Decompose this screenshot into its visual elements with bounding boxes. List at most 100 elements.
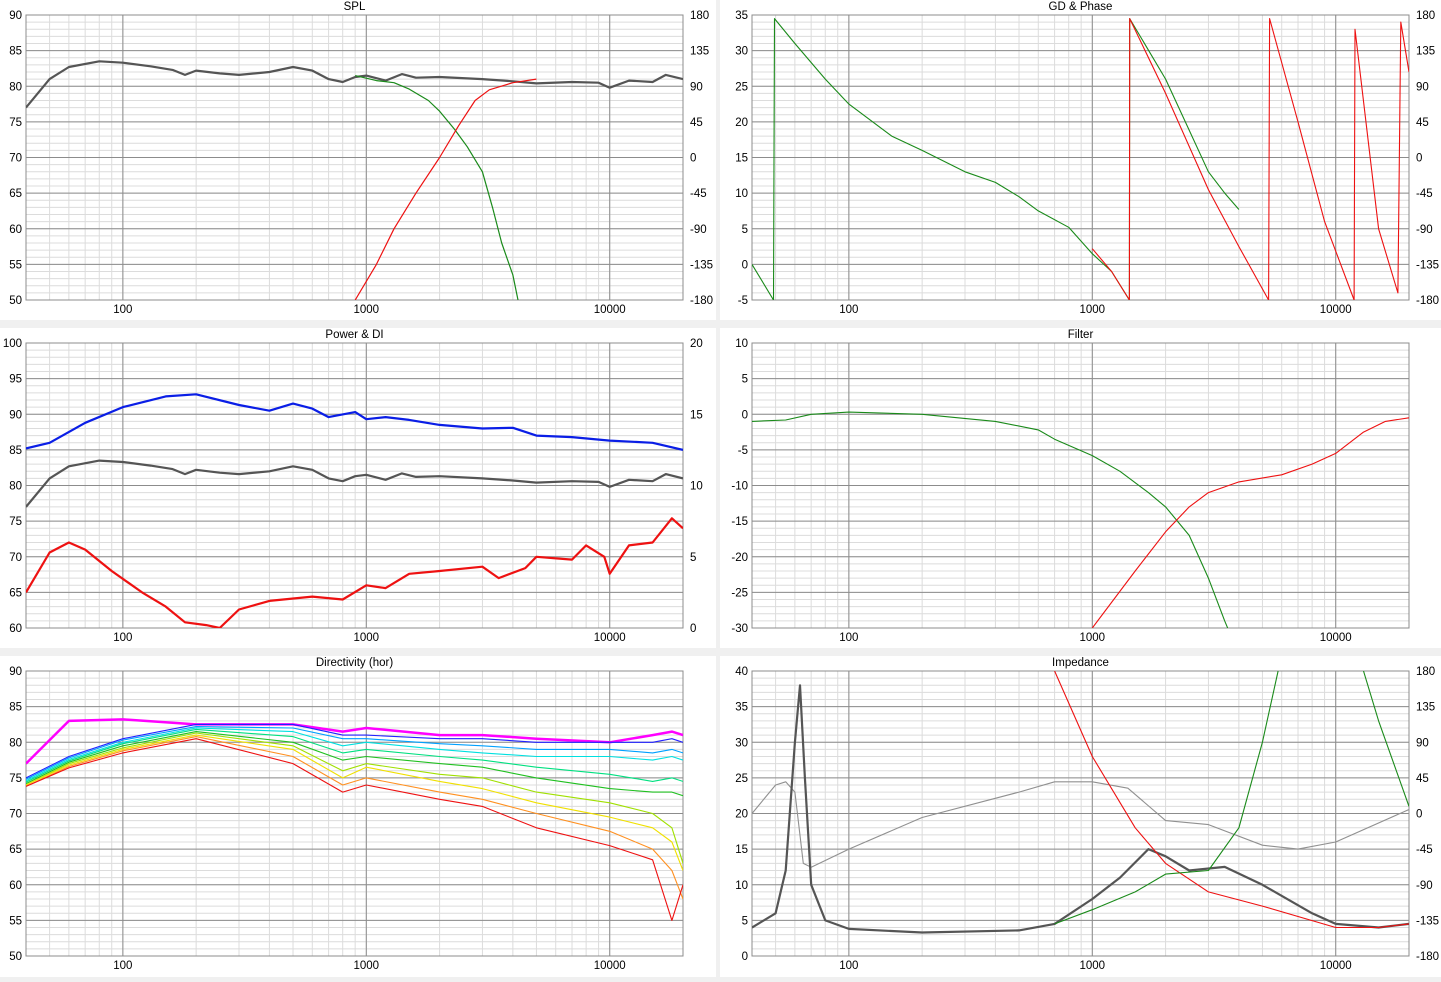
series-group	[26, 393, 683, 628]
series-group	[26, 60, 683, 300]
series-total	[26, 60, 683, 109]
panel-directivity-hor-: 50 55 60 65 70 75 80 85 90 100 1000 10000 Directivit…	[0, 656, 716, 977]
y2-tick-label: 15	[690, 409, 703, 421]
y2-tick-label: 20	[690, 338, 703, 350]
x-tick-label: 100	[113, 632, 132, 644]
y2-tick-label: -135	[690, 259, 713, 271]
series-tweeter-impedance	[1054, 671, 1409, 929]
y-tick-label: 20	[735, 809, 748, 821]
chart-title: Directivity (hor)	[316, 657, 393, 669]
panel-background	[0, 328, 716, 648]
chart-title: Power & DI	[325, 329, 383, 341]
y-tick-label: -25	[731, 587, 748, 599]
y2-tick-label: 45	[1416, 117, 1429, 129]
panel-background	[720, 0, 1441, 320]
y2-tick-label: -45	[690, 188, 707, 200]
x-tick-label: 10000	[1320, 304, 1352, 316]
series-woofer-impedance	[1054, 671, 1279, 925]
series-group-delay	[752, 18, 1240, 300]
y-tick-label: -10	[731, 481, 748, 493]
panel-filter: -30 -25 -20 -15 -10 -5 0 5 10 100 1000 10000 Filter	[720, 328, 1441, 648]
y-tick-label: 0	[742, 409, 748, 421]
y2-tick-label: 180	[690, 10, 709, 22]
x-tick-label: 1000	[1079, 960, 1105, 972]
y-tick-label: 100	[3, 338, 22, 350]
x-tick-label: 100	[839, 304, 858, 316]
series-tweeter	[354, 78, 537, 300]
series-impedance-phase	[752, 781, 1409, 868]
y-tick-label: 60	[9, 880, 22, 892]
y-tick-label: 35	[735, 702, 748, 714]
y2-tick-label: 5	[690, 552, 696, 564]
panel-background	[0, 0, 716, 320]
y-tick-label: -30	[731, 623, 748, 635]
y-tick-label: 10	[735, 338, 748, 350]
y2-tick-label: -90	[1416, 224, 1433, 236]
y-tick-label: 90	[9, 409, 22, 421]
x-tick-label: 1000	[353, 632, 379, 644]
series-90deg	[26, 738, 683, 921]
y-tick-label: 75	[9, 117, 22, 129]
y-tick-label: 5	[742, 915, 748, 927]
series-30deg	[26, 727, 683, 782]
y-tick-label: 25	[735, 773, 748, 785]
series-40deg	[26, 728, 683, 783]
x-tick-label: 100	[113, 960, 132, 972]
y-tick-label: 65	[9, 587, 22, 599]
y-tick-label: 55	[9, 259, 22, 271]
y-tick-label: 60	[9, 224, 22, 236]
y2-tick-label: 0	[690, 153, 696, 165]
y-tick-label: 0	[742, 259, 748, 271]
panel-impedance: 0 5 10 15 20 25 30 35 40 100 1000 10000 -180 -135 -90 -…	[720, 656, 1441, 977]
panel-background	[720, 328, 1441, 648]
y2-tick-label: -90	[1416, 880, 1433, 892]
y-tick-label: 80	[9, 81, 22, 93]
y-tick-label: 10	[735, 188, 748, 200]
chart-title: GD & Phase	[1049, 1, 1113, 13]
series-group	[752, 18, 1409, 300]
plot-frame	[25, 670, 684, 957]
series-woofer-impedance-hf	[1362, 671, 1409, 807]
y-tick-label: 30	[735, 46, 748, 58]
y2-tick-label: -135	[1416, 259, 1439, 271]
y-tick-label: 90	[9, 10, 22, 22]
y2-tick-label: -90	[690, 224, 707, 236]
y-tick-label: -5	[738, 445, 748, 457]
series-low-pass	[752, 411, 1229, 628]
chart-title: SPL	[344, 1, 366, 13]
x-tick-label: 10000	[1320, 632, 1352, 644]
y-tick-label: 85	[9, 702, 22, 714]
series-total	[26, 459, 683, 508]
x-tick-label: 10000	[594, 632, 626, 644]
y-tick-label: 85	[9, 445, 22, 457]
x-tick-label: 10000	[594, 304, 626, 316]
y2-tick-label: 90	[690, 81, 703, 93]
plot-frame	[751, 342, 1410, 629]
y-tick-label: 25	[735, 81, 748, 93]
y-tick-label: 50	[9, 295, 22, 307]
series-phase	[1091, 18, 1409, 300]
y-tick-label: 50	[9, 951, 22, 963]
series-high-pass	[1091, 417, 1409, 628]
y2-tick-label: -180	[1416, 295, 1439, 307]
y2-tick-label: 0	[1416, 153, 1422, 165]
y2-tick-label: 45	[690, 117, 703, 129]
series-group	[752, 671, 1409, 934]
y-tick-label: 55	[9, 915, 22, 927]
y-tick-label: 65	[9, 188, 22, 200]
y-tick-label: 75	[9, 516, 22, 528]
y-tick-label: 5	[742, 374, 748, 386]
chart-title: Filter	[1068, 329, 1094, 341]
series-0deg	[26, 718, 683, 765]
y-tick-label: 85	[9, 46, 22, 58]
y-tick-label: 20	[735, 117, 748, 129]
y2-tick-label: 90	[1416, 737, 1429, 749]
y2-tick-label: -180	[690, 295, 713, 307]
series-power	[26, 393, 683, 451]
y2-tick-label: 0	[690, 623, 696, 635]
series-60deg	[26, 732, 683, 864]
y2-tick-label: 10	[690, 481, 703, 493]
y2-tick-label: 135	[1416, 46, 1435, 58]
y-tick-label: 10	[735, 880, 748, 892]
series-80deg	[26, 736, 683, 900]
